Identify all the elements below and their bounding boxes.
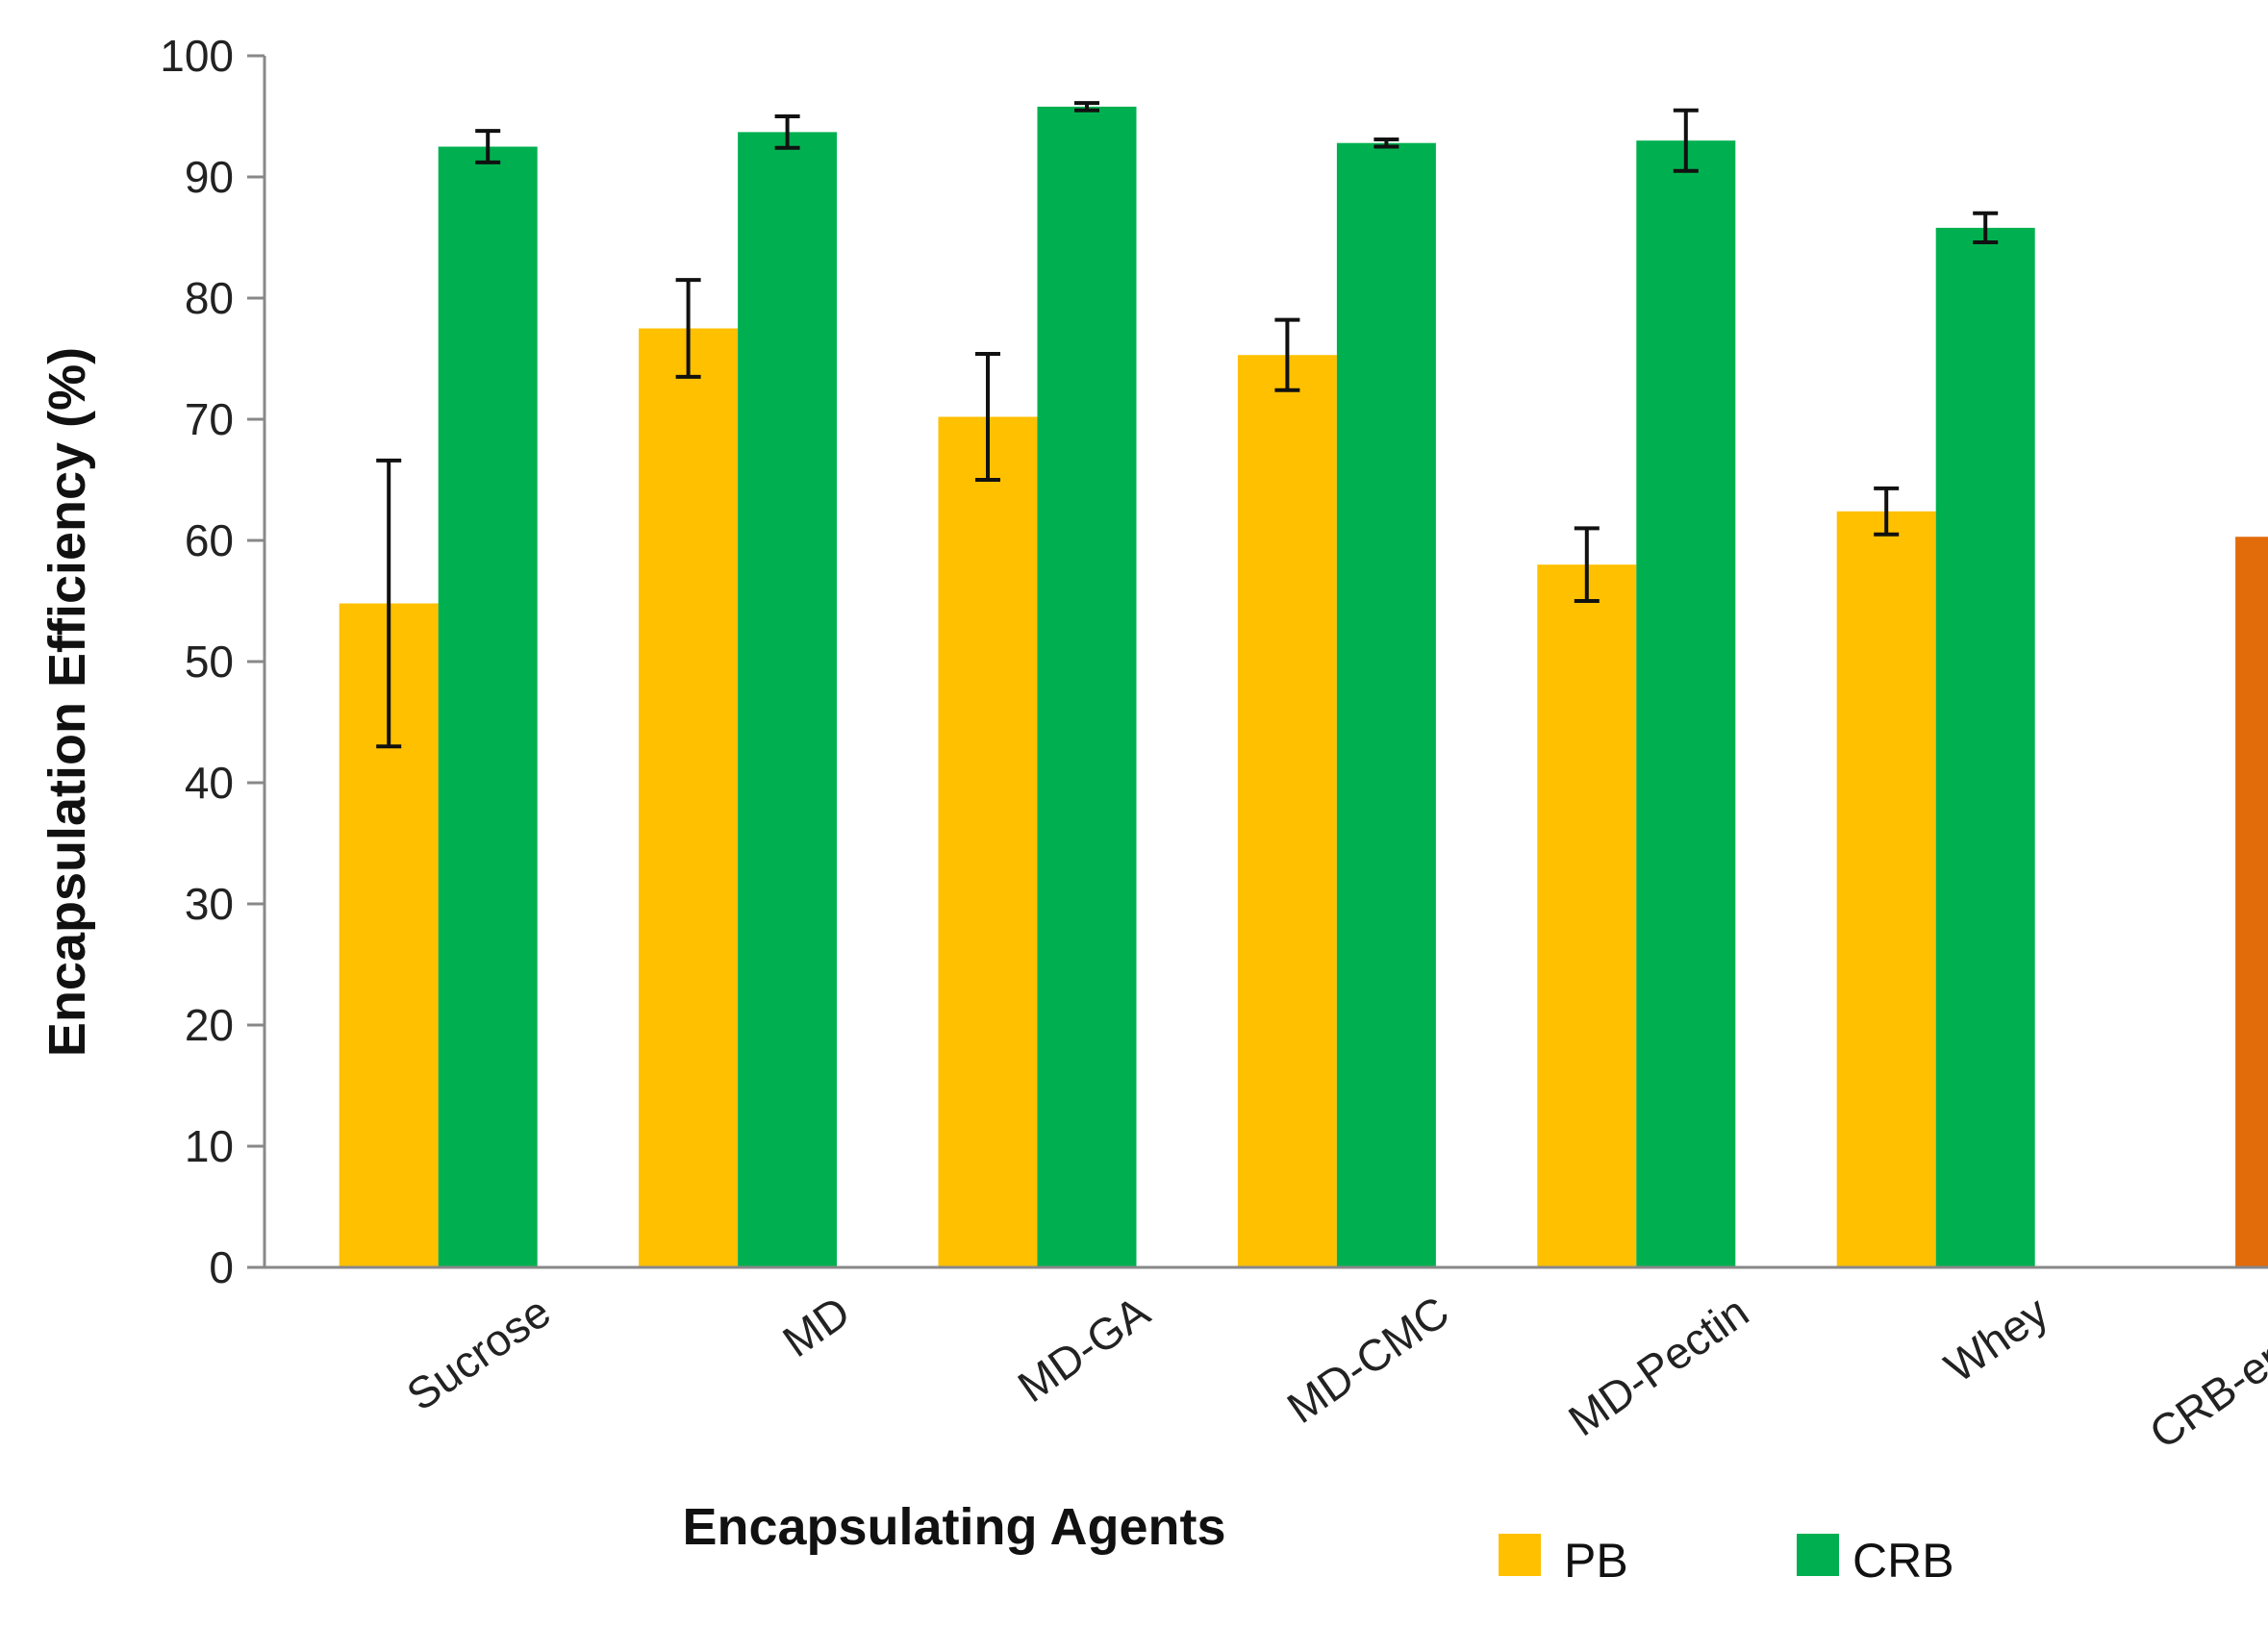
bar-crb-encap-crb-encap: [2235, 537, 2268, 1267]
bar-pb-md-ga: [938, 416, 1038, 1268]
legend-label-pb: PB: [1564, 1534, 1628, 1588]
y-tick-label-80: 80: [185, 273, 234, 323]
legend-swatch-pb: [1499, 1534, 1541, 1576]
y-tick-label-50: 50: [185, 637, 234, 687]
x-axis-ticks: Sucrose MD MD-GA MD-CMC MD-Pectin Whey CRB-enc…: [397, 1286, 2268, 1458]
error-bars-layer: [376, 101, 1999, 749]
bar-crb-sucrose: [438, 146, 538, 1267]
y-axis-title: Encapsulation Efficiency (%): [38, 347, 96, 1057]
x-tick-label-md-cmc: MD-CMC: [1278, 1287, 1458, 1434]
y-tick-label-0: 0: [209, 1242, 234, 1292]
legend-label-crb: CRB: [1852, 1534, 1954, 1588]
y-tick-label-100: 100: [160, 31, 234, 81]
bars-layer: [339, 106, 2268, 1268]
y-axis-ticks: 0 10 20 30 40 50 60 70 80 90 100: [160, 31, 265, 1292]
bar-crb-whey: [1935, 227, 2035, 1267]
y-tick-label-10: 10: [185, 1121, 234, 1171]
x-tick-label-crb-encap: CRB-encap: [2140, 1287, 2268, 1459]
error-bar-pb-md-ga: [975, 351, 1000, 482]
legend: PB CRB: [1499, 1534, 1954, 1588]
error-bar-pb-md: [675, 278, 701, 379]
error-bar-crb-sucrose: [475, 129, 501, 164]
legend-swatch-crb: [1797, 1534, 1839, 1576]
error-bar-crb-md-cmc: [1373, 137, 1399, 149]
y-tick-label-70: 70: [185, 394, 234, 444]
x-axis-title: Encapsulating Agents: [682, 1498, 1225, 1556]
bar-pb-md: [639, 328, 739, 1267]
error-bar-crb-md: [774, 114, 800, 150]
y-tick-label-90: 90: [185, 152, 234, 202]
x-tick-label-md-pectin: MD-Pectin: [1559, 1287, 1757, 1446]
x-tick-label-sucrose: Sucrose: [397, 1287, 559, 1420]
error-bar-pb-sucrose: [376, 458, 402, 749]
error-bar-pb-md-pectin: [1574, 526, 1600, 603]
x-tick-label-md-ga: MD-GA: [1009, 1286, 1159, 1412]
y-tick-label-20: 20: [185, 1000, 234, 1050]
bar-pb-md-cmc: [1237, 355, 1337, 1268]
error-bar-pb-md-cmc: [1274, 317, 1300, 392]
bar-pb-md-pectin: [1537, 564, 1637, 1267]
y-tick-label-60: 60: [185, 515, 234, 565]
error-bar-crb-md-pectin: [1673, 108, 1699, 173]
x-tick-label-whey: Whey: [1935, 1287, 2056, 1392]
bar-crb-md-cmc: [1336, 142, 1436, 1268]
x-tick-label-md: MD: [773, 1287, 858, 1367]
error-bar-crb-whey: [1973, 211, 1999, 245]
y-tick-label-30: 30: [185, 879, 234, 929]
bar-crb-md: [738, 132, 838, 1267]
bar-crb-md-pectin: [1636, 140, 1736, 1268]
error-bar-pb-whey: [1874, 486, 1900, 537]
y-tick-label-40: 40: [185, 758, 234, 808]
bar-pb-whey: [1836, 511, 1936, 1267]
bar-crb-md-ga: [1037, 106, 1137, 1267]
error-bar-crb-md-ga: [1074, 101, 1099, 113]
